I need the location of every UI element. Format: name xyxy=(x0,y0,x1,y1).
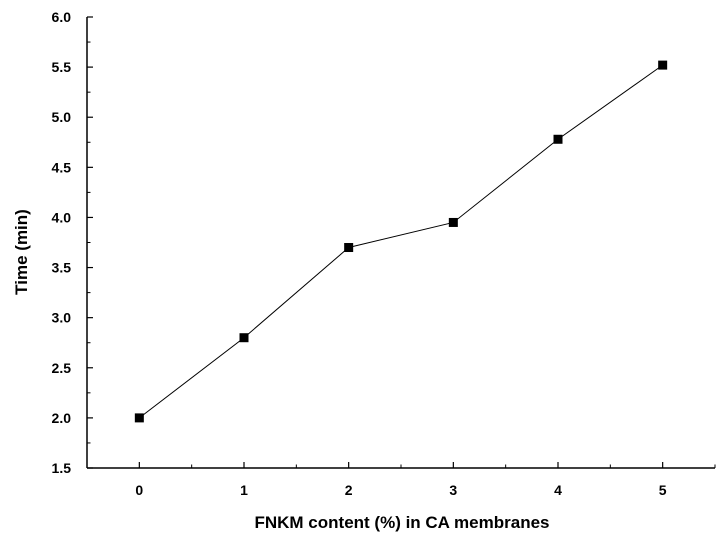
x-axis-title: FNKM content (%) in CA membranes xyxy=(254,513,549,532)
y-tick-label: 1.5 xyxy=(52,460,72,476)
data-point xyxy=(553,134,563,144)
series xyxy=(134,60,668,423)
y-tick-label: 3.0 xyxy=(52,310,72,326)
y-tick-label: 5.5 xyxy=(52,59,72,75)
y-axis-title: Time (min) xyxy=(12,209,31,295)
data-point xyxy=(134,413,144,423)
axes xyxy=(86,17,715,469)
y-tick-label: 6.0 xyxy=(52,9,72,25)
data-point xyxy=(448,217,458,227)
y-tick-label: 4.0 xyxy=(52,209,72,225)
y-tick-label: 5.0 xyxy=(52,109,72,125)
y-tick-label: 3.5 xyxy=(52,260,72,276)
data-point xyxy=(239,333,249,343)
data-point xyxy=(658,60,668,70)
x-tick-label: 5 xyxy=(659,482,667,498)
series-line xyxy=(139,64,663,419)
y-tick-label: 4.5 xyxy=(52,159,72,175)
y-tick-label: 2.0 xyxy=(52,410,72,426)
x-tick-label: 2 xyxy=(345,482,353,498)
x-tick-label: 0 xyxy=(135,482,143,498)
x-tick-label: 1 xyxy=(240,482,248,498)
x-tick-label: 4 xyxy=(554,482,562,498)
data-point xyxy=(344,243,354,253)
ticks: 1.5 2.0 2.5 3.0 3.5 4.0 4.5 5.0 5.5 6.0 0 1 2 3 4 5 xyxy=(52,9,716,498)
x-tick-label: 3 xyxy=(449,482,457,498)
y-tick-label: 2.5 xyxy=(52,360,72,376)
